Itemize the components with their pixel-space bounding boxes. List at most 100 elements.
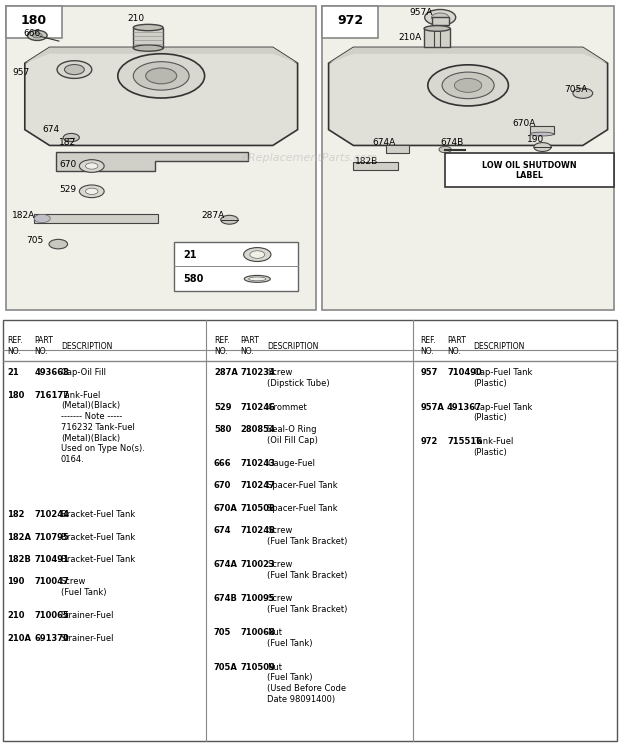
Text: 670A: 670A: [214, 504, 238, 513]
Polygon shape: [329, 48, 608, 145]
Ellipse shape: [244, 275, 270, 283]
Text: 580: 580: [183, 274, 203, 284]
Text: 666: 666: [24, 29, 41, 38]
Text: 670: 670: [59, 160, 76, 169]
Bar: [530, 126, 554, 134]
Text: 182B: 182B: [7, 555, 32, 564]
Text: 710065: 710065: [34, 612, 69, 620]
Text: 529: 529: [59, 185, 76, 194]
Ellipse shape: [424, 25, 450, 31]
Text: Gauge-Fuel: Gauge-Fuel: [267, 459, 315, 468]
Bar: [432, 17, 449, 25]
Circle shape: [57, 61, 92, 78]
Text: 710508: 710508: [241, 504, 275, 513]
Text: 674B: 674B: [440, 138, 463, 147]
Polygon shape: [329, 48, 608, 63]
Circle shape: [244, 248, 271, 261]
Text: REF.
NO.: REF. NO.: [214, 336, 229, 356]
Polygon shape: [25, 48, 298, 63]
Text: REF.
NO.: REF. NO.: [420, 336, 436, 356]
Text: Screw
(Fuel Tank Bracket): Screw (Fuel Tank Bracket): [267, 594, 348, 614]
Circle shape: [34, 214, 50, 222]
Text: 710047: 710047: [34, 577, 69, 586]
Text: Bracket-Fuel Tank: Bracket-Fuel Tank: [61, 533, 135, 542]
FancyBboxPatch shape: [322, 7, 614, 310]
Text: Grommet: Grommet: [267, 403, 307, 411]
Text: 182A: 182A: [7, 533, 32, 542]
Text: 21: 21: [7, 368, 19, 377]
Text: 210: 210: [7, 612, 25, 620]
Text: Bracket-Fuel Tank: Bracket-Fuel Tank: [61, 510, 135, 519]
Text: 972: 972: [420, 437, 438, 446]
Circle shape: [221, 215, 238, 224]
Text: 710491: 710491: [34, 555, 69, 564]
Text: 493668: 493668: [34, 368, 69, 377]
Text: Screw
(Fuel Tank): Screw (Fuel Tank): [61, 577, 106, 597]
Text: Strainer-Fuel: Strainer-Fuel: [61, 612, 114, 620]
FancyBboxPatch shape: [3, 320, 617, 740]
Text: 716177: 716177: [34, 391, 69, 400]
Text: 710247: 710247: [241, 481, 275, 490]
Text: Nut
(Fuel Tank): Nut (Fuel Tank): [267, 629, 312, 648]
Text: 710248: 710248: [241, 526, 275, 535]
FancyBboxPatch shape: [322, 7, 378, 38]
Text: PART
NO.: PART NO.: [447, 336, 466, 356]
Text: 710095: 710095: [241, 594, 275, 603]
Text: 287A: 287A: [202, 211, 224, 220]
Text: 580: 580: [214, 425, 231, 434]
Text: Tank-Fuel
(Plastic): Tank-Fuel (Plastic): [474, 437, 513, 457]
Text: DESCRIPTION: DESCRIPTION: [474, 341, 525, 350]
Ellipse shape: [133, 25, 163, 31]
Text: 182: 182: [59, 138, 76, 147]
Text: 710509: 710509: [241, 663, 275, 672]
Text: 670: 670: [214, 481, 231, 490]
Circle shape: [250, 251, 265, 258]
Text: 210A: 210A: [398, 33, 422, 42]
Ellipse shape: [249, 277, 266, 280]
Text: 210: 210: [127, 14, 144, 24]
Circle shape: [534, 143, 551, 152]
Text: 190: 190: [527, 135, 544, 144]
Text: 674B: 674B: [214, 594, 238, 603]
Text: Seal-O Ring
(Oil Fill Cap): Seal-O Ring (Oil Fill Cap): [267, 425, 318, 445]
Circle shape: [64, 65, 84, 74]
Text: Spacer-Fuel Tank: Spacer-Fuel Tank: [267, 504, 338, 513]
Text: 710244: 710244: [34, 510, 69, 519]
Text: 674A: 674A: [372, 138, 396, 147]
Text: Tank-Fuel
(Metal)(Black)
------- Note -----
716232 Tank-Fuel
(Metal)(Black)
Used: Tank-Fuel (Metal)(Black) ------- Note --…: [61, 391, 144, 464]
Text: 691370: 691370: [34, 634, 69, 643]
Text: 710243: 710243: [241, 459, 275, 468]
Text: 182: 182: [7, 510, 25, 519]
Text: 705: 705: [26, 236, 43, 245]
Text: 957A: 957A: [409, 8, 433, 17]
Text: eReplacementParts.com: eReplacementParts.com: [242, 153, 378, 163]
Text: 529: 529: [214, 403, 231, 411]
Text: 710490: 710490: [447, 368, 482, 377]
Text: Cap-Fuel Tank
(Plastic): Cap-Fuel Tank (Plastic): [474, 368, 532, 388]
Text: 674: 674: [214, 526, 231, 535]
FancyBboxPatch shape: [174, 242, 298, 291]
Text: LOW OIL SHUTDOWN: LOW OIL SHUTDOWN: [482, 161, 577, 170]
Circle shape: [79, 185, 104, 198]
Text: 710068: 710068: [241, 629, 275, 638]
Text: 710023: 710023: [241, 560, 275, 569]
Text: 705: 705: [214, 629, 231, 638]
Text: REF.
NO.: REF. NO.: [7, 336, 23, 356]
Text: Cap-Fuel Tank
(Plastic): Cap-Fuel Tank (Plastic): [474, 403, 532, 423]
Text: 180: 180: [21, 14, 47, 27]
Text: Nut
(Fuel Tank)
(Used Before Code
Date 98091400): Nut (Fuel Tank) (Used Before Code Date 9…: [267, 663, 347, 704]
Text: PART
NO.: PART NO.: [34, 336, 53, 356]
Text: 705A: 705A: [564, 85, 588, 94]
Circle shape: [432, 13, 449, 22]
Text: 957: 957: [420, 368, 438, 377]
Text: LABEL: LABEL: [515, 171, 544, 180]
Text: 674: 674: [42, 125, 60, 134]
Text: Screw
(Fuel Tank Bracket): Screw (Fuel Tank Bracket): [267, 526, 348, 545]
Text: 210A: 210A: [7, 634, 32, 643]
Circle shape: [32, 33, 42, 38]
Bar: [133, 28, 163, 48]
Text: Screw
(Fuel Tank Bracket): Screw (Fuel Tank Bracket): [267, 560, 348, 580]
Bar: [424, 28, 450, 47]
Text: 280854: 280854: [241, 425, 275, 434]
Text: 972: 972: [337, 14, 363, 27]
